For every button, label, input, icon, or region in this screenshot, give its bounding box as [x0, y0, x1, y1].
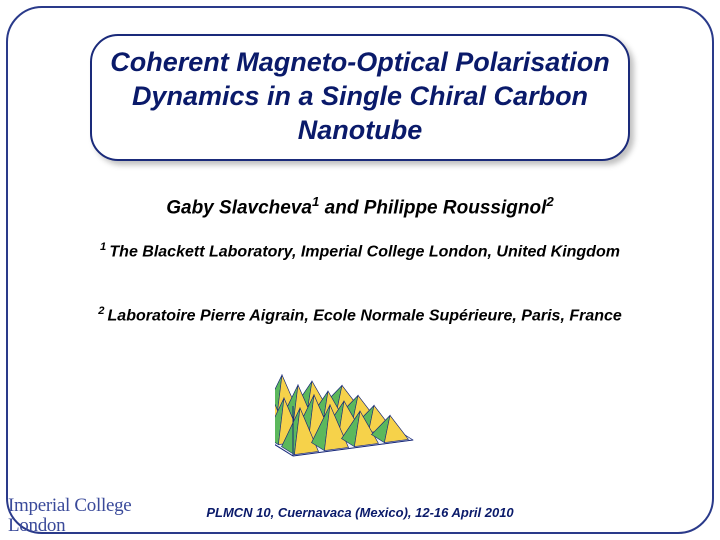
- affiliation-2: 2 Laboratoire Pierre Aigrain, Ecole Norm…: [58, 304, 662, 327]
- imperial-logo: Imperial College London: [8, 496, 131, 536]
- author-1: Gaby Slavcheva: [166, 197, 312, 218]
- author-2: Philippe Roussignol: [364, 197, 547, 218]
- title-box: Coherent Magneto-Optical Polarisation Dy…: [90, 34, 630, 161]
- affil2-sup: 2: [98, 305, 107, 317]
- author-2-sup: 2: [546, 194, 553, 209]
- logo-line1: Imperial College: [8, 496, 131, 516]
- affiliation-1: 1 The Blackett Laboratory, Imperial Coll…: [68, 240, 652, 263]
- slide-title: Coherent Magneto-Optical Polarisation Dy…: [110, 46, 610, 147]
- affil2-text: Laboratoire Pierre Aigrain, Ecole Normal…: [108, 307, 622, 324]
- slide-frame: Coherent Magneto-Optical Polarisation Dy…: [6, 6, 714, 534]
- logo-line2: London: [8, 516, 131, 536]
- affil1-text: The Blackett Laboratory, Imperial Colleg…: [109, 243, 620, 260]
- affil1-sup: 1: [100, 241, 109, 253]
- authors-line: Gaby Slavcheva1 and Philippe Roussignol2: [8, 194, 712, 219]
- authors-join: and: [319, 197, 363, 218]
- surface-plot: [275, 368, 445, 478]
